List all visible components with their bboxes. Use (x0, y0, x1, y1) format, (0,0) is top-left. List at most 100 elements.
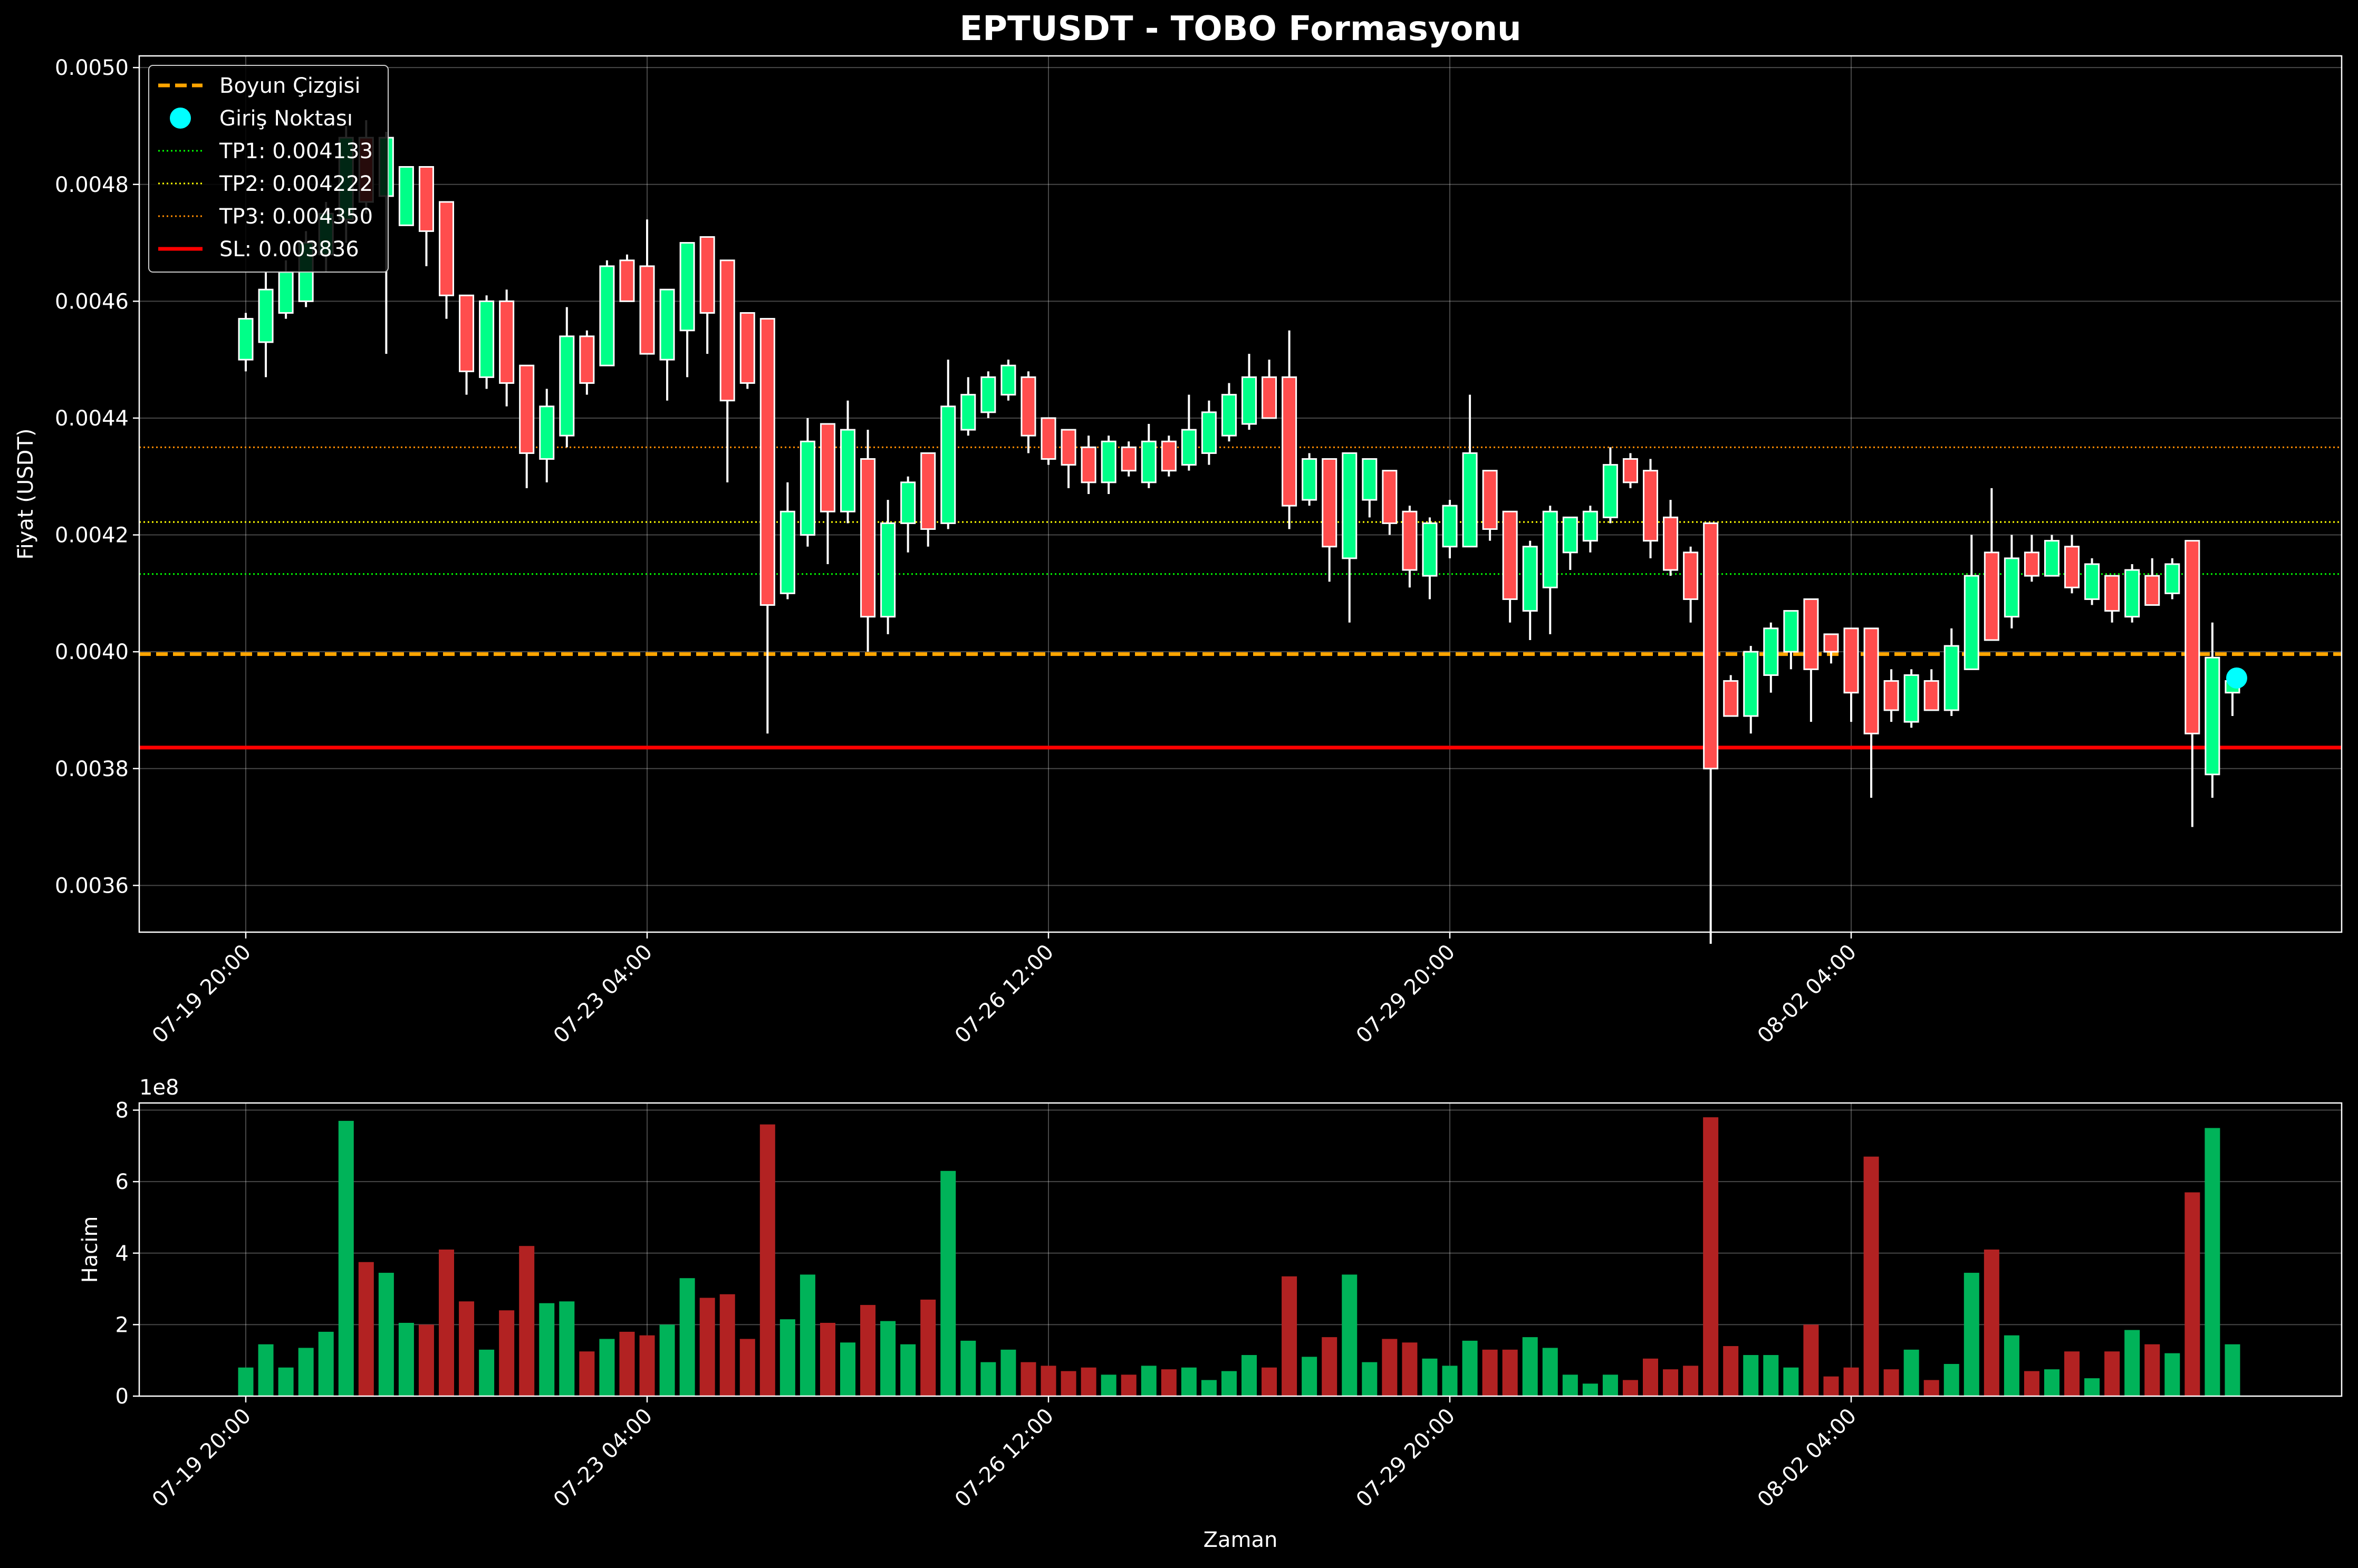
candle-body (1181, 429, 1197, 466)
volume-bar (1402, 1342, 1418, 1396)
candle-body (2144, 575, 2160, 606)
legend-label: Boyun Çizgisi (219, 74, 361, 98)
candle-body (519, 364, 535, 454)
candle-body (1663, 516, 1679, 571)
candle-body (1422, 522, 1438, 577)
volume-bar (2004, 1335, 2019, 1396)
candle-body (539, 405, 555, 460)
volume-bar (238, 1367, 254, 1396)
legend-label: TP2: 0.004222 (219, 172, 373, 196)
volume-bar (1964, 1273, 1979, 1396)
candle-body (2084, 563, 2100, 600)
candle-body (1984, 551, 1999, 641)
price-y-axis-label: Fiyat (USDT) (14, 429, 38, 560)
volume-y-axis-label: Hacim (78, 1216, 102, 1283)
candle-body (960, 394, 976, 431)
legend-label: TP1: 0.004133 (219, 139, 373, 163)
volume-bar (1562, 1375, 1578, 1396)
volume-bar (1282, 1276, 1297, 1396)
legend-label: TP3: 0.004350 (219, 205, 373, 229)
candle-body (1241, 376, 1257, 425)
price-y-tick-label: 0.0048 (55, 173, 129, 197)
candle-body (920, 452, 936, 530)
volume-bar (519, 1246, 535, 1396)
candle-body (479, 300, 495, 378)
volume-y-ticks: 0 2 4 6 8 (116, 1099, 139, 1409)
volume-bar (499, 1310, 515, 1396)
volume-bar (1061, 1371, 1076, 1396)
volume-bar (258, 1344, 274, 1396)
candle-body (579, 335, 595, 384)
volume-bar (338, 1120, 354, 1396)
price-y-tick-label: 0.0044 (55, 406, 129, 431)
candle-body (2104, 575, 2120, 612)
volume-bar (1542, 1348, 1558, 1396)
candle-body (1322, 458, 1337, 548)
candlestick-series (238, 120, 2240, 944)
volume-bar (278, 1367, 294, 1396)
candle-body (699, 236, 715, 314)
candle-body (1121, 446, 1137, 472)
volume-bar (1302, 1357, 1317, 1396)
volume-bar (900, 1344, 916, 1396)
volume-bar (1362, 1362, 1378, 1396)
price-panel-frame (138, 55, 2343, 933)
candle-body (1362, 458, 1378, 501)
volume-bar (1863, 1156, 1879, 1396)
volume-bar (2084, 1378, 2100, 1396)
volume-bar (2104, 1351, 2120, 1396)
volume-bar (358, 1262, 374, 1396)
candle-body (1000, 364, 1016, 396)
volume-bar (1502, 1349, 1518, 1396)
candle-body (2004, 557, 2019, 618)
volume-bar (2164, 1353, 2180, 1396)
volume-bar (1723, 1346, 1739, 1396)
volume-bar (1743, 1355, 1759, 1396)
volume-offset-label: 1e8 (139, 1076, 179, 1100)
volume-bar (1021, 1362, 1036, 1396)
candle-body (1061, 429, 1076, 466)
candle-body (659, 288, 675, 361)
candle-body (719, 259, 735, 402)
candle-body (739, 312, 755, 384)
volume-bar (479, 1349, 495, 1396)
legend-marker (170, 108, 191, 129)
candle-body (900, 481, 916, 524)
volume-bar (1602, 1375, 1618, 1396)
entry-point-marker (2226, 667, 2247, 689)
volume-bar (1763, 1355, 1779, 1396)
volume-bar (1241, 1355, 1257, 1396)
volume-bar (1843, 1367, 1859, 1396)
candle-body (559, 335, 575, 437)
candle-body (980, 376, 996, 413)
volume-bar (599, 1339, 615, 1396)
volume-bar (1462, 1340, 1478, 1396)
volume-bar (1984, 1250, 1999, 1396)
candle-body (1883, 680, 1899, 711)
volume-bar (398, 1323, 414, 1396)
price-level-lines (139, 446, 2342, 750)
volume-bar (1201, 1380, 1217, 1396)
candle-body (398, 166, 414, 226)
candle-body (1903, 674, 1919, 723)
candle-body (1282, 376, 1297, 507)
volume-bar (679, 1278, 695, 1396)
volume-bar (1141, 1366, 1157, 1396)
candle-body (1101, 440, 1117, 483)
candle-body (1743, 651, 1759, 717)
candle-body (1522, 546, 1538, 612)
volume-bar (739, 1339, 755, 1396)
volume-bar (699, 1298, 715, 1396)
volume-bar (2044, 1369, 2059, 1396)
volume-bar (1422, 1358, 1438, 1396)
volume-bar (1923, 1380, 1939, 1396)
volume-y-tick-label: 0 (116, 1385, 129, 1409)
candle-body (1683, 551, 1699, 600)
candle-body (258, 288, 274, 343)
candle-body (1643, 470, 1658, 542)
volume-bar (298, 1348, 314, 1396)
candle-body (1502, 510, 1518, 600)
legend: Boyun Çizgisi Giriş Noktası TP1: 0.004133 T… (148, 65, 389, 273)
price-y-tick-label: 0.0042 (55, 524, 129, 548)
